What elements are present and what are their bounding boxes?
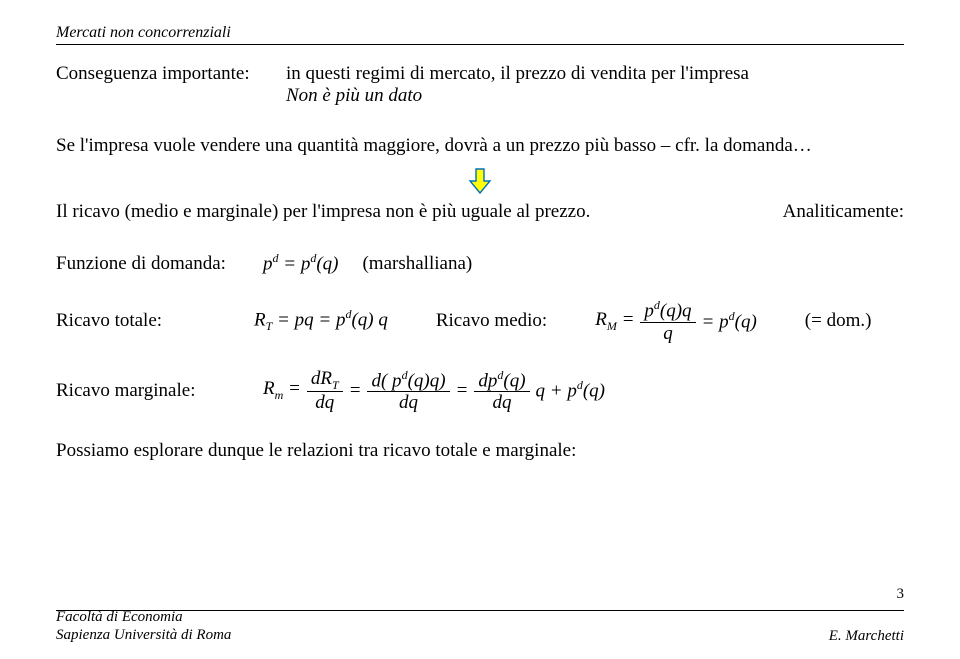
ricavo-medio-frac: pd(q)q q <box>640 299 695 342</box>
header-rule <box>56 44 904 45</box>
consequence-line1: in questi regimi di mercato, il prezzo d… <box>286 63 749 84</box>
footer-author: E. Marchetti <box>829 628 904 645</box>
ricavo-marginale-expr: Rm = dRT dq = d( pd(q)q) dq = dpd(q) dq … <box>263 369 605 413</box>
footer: Facoltà di Economia Sapienza Università … <box>56 608 904 646</box>
ricavo-totale-expr: RT = pq = pd(q) q <box>254 307 388 334</box>
closing-line: Possiamo esplorare dunque le relazioni t… <box>56 440 904 462</box>
ricavo-medio-label: Ricavo medio: <box>436 310 547 332</box>
consequence-block: Conseguenza importante: in questi regimi… <box>56 63 904 107</box>
paragraph-2-left: Il ricavo (medio e marginale) per l'impr… <box>56 201 590 223</box>
funzione-domanda-row: Funzione di domanda: pd = pd(q) (marshal… <box>56 251 904 275</box>
page-number: 3 <box>897 586 905 603</box>
paragraph-2-right: Analiticamente: <box>783 201 904 223</box>
ricavo-totale-row: Ricavo totale: RT = pq = pd(q) q Ricavo … <box>56 299 904 342</box>
consequence-body: in questi regimi di mercato, il prezzo d… <box>286 63 749 107</box>
ricavo-totale-label: Ricavo totale: <box>56 310 206 332</box>
running-header: Mercati non concorrenziali <box>56 24 904 42</box>
ricavo-medio-expr: RM = pd(q)q q = pd(q) <box>595 299 757 342</box>
paragraph-1: Se l'impresa vuole vendere una quantità … <box>56 135 904 157</box>
paragraph-2: Il ricavo (medio e marginale) per l'impr… <box>56 201 904 223</box>
ricavo-medio-dom: (= dom.) <box>805 310 872 332</box>
fn-domanda-note: (marshalliana) <box>362 253 472 275</box>
fn-domanda-expr: pd = pd(q) <box>263 251 338 275</box>
consequence-line2: Non è più un dato <box>286 85 422 106</box>
ricavo-marginale-label: Ricavo marginale: <box>56 380 251 402</box>
arrow-row <box>56 167 904 195</box>
fn-domanda-label: Funzione di domanda: <box>56 253 251 275</box>
down-arrow-icon <box>468 167 492 195</box>
footer-institution: Facoltà di Economia Sapienza Università … <box>56 608 231 646</box>
arrow-path <box>470 169 490 193</box>
consequence-label: Conseguenza importante: <box>56 63 286 85</box>
ricavo-marginale-row: Ricavo marginale: Rm = dRT dq = d( pd(q)… <box>56 369 904 413</box>
